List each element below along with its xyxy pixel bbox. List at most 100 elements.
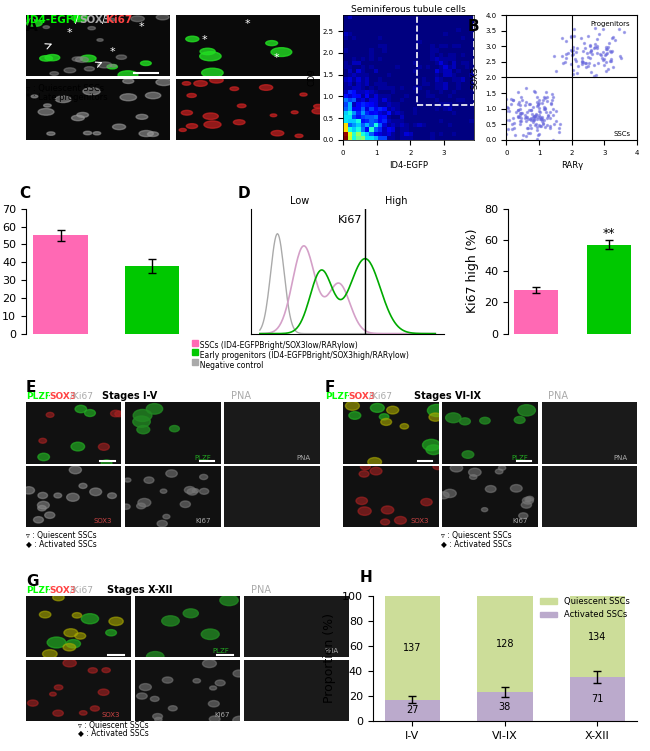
Text: *: * <box>138 23 144 32</box>
Circle shape <box>523 497 534 504</box>
Point <box>604 45 615 57</box>
Point <box>596 49 606 61</box>
Circle shape <box>98 443 109 451</box>
Circle shape <box>266 41 278 46</box>
Circle shape <box>155 717 162 722</box>
Circle shape <box>23 487 34 494</box>
Circle shape <box>259 85 273 90</box>
Circle shape <box>162 616 179 626</box>
Text: /: / <box>75 15 79 25</box>
Point <box>590 38 600 50</box>
Point <box>601 65 611 77</box>
Circle shape <box>380 414 389 420</box>
Point <box>536 120 546 132</box>
Point <box>515 109 526 121</box>
Circle shape <box>64 629 78 637</box>
Circle shape <box>146 403 162 414</box>
Point <box>510 129 521 141</box>
Point <box>513 104 523 116</box>
Point <box>603 41 614 53</box>
Point <box>519 99 530 111</box>
Circle shape <box>291 111 298 113</box>
Circle shape <box>349 412 361 419</box>
Point <box>534 119 545 131</box>
Circle shape <box>295 134 303 137</box>
Point <box>523 113 533 125</box>
Point <box>531 118 541 130</box>
Point <box>521 129 532 141</box>
Circle shape <box>38 493 47 499</box>
Point <box>540 103 550 115</box>
Point <box>585 38 595 50</box>
Circle shape <box>518 405 536 416</box>
Circle shape <box>139 131 153 137</box>
Text: SOX3: SOX3 <box>79 15 110 25</box>
Point <box>580 42 590 54</box>
Circle shape <box>422 439 440 451</box>
Circle shape <box>144 477 154 484</box>
Circle shape <box>499 466 506 470</box>
Point <box>528 111 538 123</box>
Circle shape <box>112 124 125 130</box>
Circle shape <box>204 121 221 128</box>
Point <box>551 65 562 77</box>
Point <box>606 46 616 58</box>
Legend: Quiescent SSCs, Activated SSCs: Quiescent SSCs, Activated SSCs <box>537 594 633 623</box>
Point <box>589 59 599 71</box>
Text: SSCs: SSCs <box>614 131 630 137</box>
Circle shape <box>271 131 284 136</box>
Text: /: / <box>47 586 50 595</box>
Point <box>568 68 578 80</box>
Text: PNA: PNA <box>548 391 568 401</box>
Point <box>592 47 602 59</box>
Text: PLZF: PLZF <box>512 454 528 460</box>
Point <box>532 113 542 125</box>
Point <box>584 47 595 59</box>
Point <box>598 23 608 35</box>
Point <box>527 101 538 113</box>
Point <box>548 91 558 103</box>
Circle shape <box>111 65 116 67</box>
Circle shape <box>359 471 369 477</box>
Circle shape <box>146 92 161 99</box>
Point <box>549 118 559 130</box>
Text: 134: 134 <box>588 632 606 641</box>
Circle shape <box>27 20 42 26</box>
Circle shape <box>187 93 196 98</box>
Circle shape <box>42 650 57 658</box>
Text: ▿ : Quiescent SSCs: ▿ : Quiescent SSCs <box>78 721 149 730</box>
Circle shape <box>84 409 96 417</box>
Point <box>521 83 532 95</box>
Text: /Ki67: /Ki67 <box>369 392 392 401</box>
Point <box>546 97 556 109</box>
Circle shape <box>133 416 150 427</box>
Point <box>545 106 555 118</box>
Circle shape <box>148 132 159 137</box>
Point <box>580 57 590 69</box>
Bar <box>477 596 532 692</box>
Point <box>504 113 514 125</box>
Text: Early progenitors (ID4-EGFPBright/SOX3high/RARγlow): Early progenitors (ID4-EGFPBright/SOX3hi… <box>195 351 409 360</box>
Text: Stages I-V: Stages I-V <box>102 391 157 401</box>
Circle shape <box>67 493 79 502</box>
Point <box>595 48 605 60</box>
Point <box>556 50 567 62</box>
X-axis label: ID4-EGFP: ID4-EGFP <box>389 161 428 170</box>
Point <box>516 116 526 128</box>
Point <box>535 113 545 125</box>
Point <box>535 110 545 122</box>
Point <box>601 47 612 59</box>
Point <box>567 65 578 77</box>
Point <box>524 104 534 116</box>
Point <box>547 103 558 115</box>
Point <box>606 44 617 56</box>
Point <box>576 32 586 44</box>
Circle shape <box>209 686 216 690</box>
Text: PNA: PNA <box>231 391 251 401</box>
Circle shape <box>526 496 534 501</box>
Circle shape <box>122 504 130 509</box>
Circle shape <box>55 685 63 690</box>
Circle shape <box>45 55 60 61</box>
Circle shape <box>111 410 121 417</box>
Point <box>554 126 565 138</box>
